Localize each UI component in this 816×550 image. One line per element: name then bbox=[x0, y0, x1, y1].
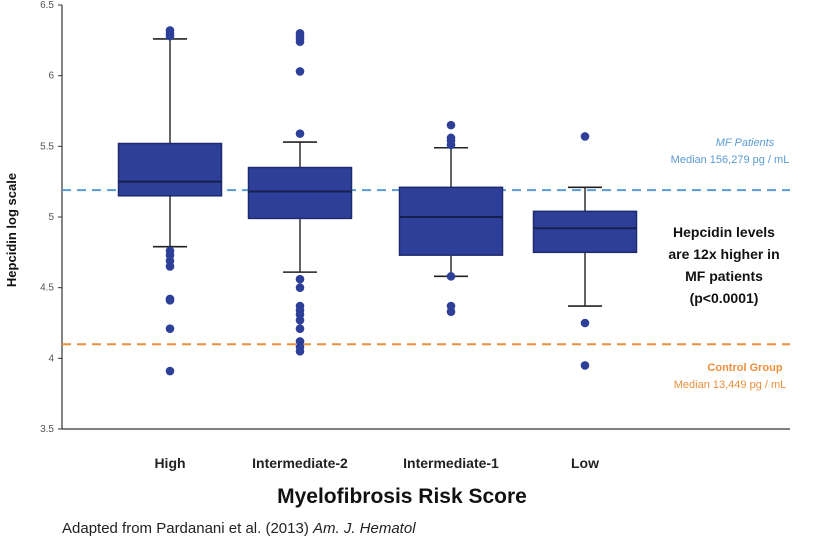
outlier-point bbox=[295, 346, 305, 356]
labels: High Intermediate-2 Intermediate-1 Low bbox=[154, 455, 599, 471]
outlier-point bbox=[295, 283, 305, 292]
annotation-line-2: are 12x higher in bbox=[668, 246, 779, 262]
outlier-point bbox=[295, 324, 305, 333]
outlier-point bbox=[165, 262, 175, 271]
outlier-point bbox=[580, 318, 590, 328]
y-tick-label: 6.5 bbox=[40, 0, 54, 11]
reference-label: Control Group bbox=[707, 362, 782, 374]
box-iqr bbox=[532, 210, 638, 254]
outlier-point bbox=[295, 274, 305, 284]
y-tick-label: 6 bbox=[48, 71, 54, 82]
annotation-line-1: Hepcidin levels bbox=[673, 224, 775, 240]
source-caption: Adapted from Pardanani et al. (2013) Am.… bbox=[62, 520, 416, 537]
annotation-line-4: (p<0.0001) bbox=[690, 290, 759, 306]
caption-journal: Am. J. Hematol bbox=[313, 520, 416, 537]
y-tick-label: 4 bbox=[48, 353, 54, 364]
reference-sublabel: Median 156,279 pg / mL bbox=[671, 154, 790, 166]
outlier-point bbox=[446, 120, 456, 130]
annotation-line-3: MF patients bbox=[685, 268, 763, 284]
outlier-point bbox=[446, 307, 456, 316]
box-iqr bbox=[247, 166, 353, 220]
hepcidin-box-plot: 3.5 4 4.5 5 5.5 6 6.5 MF Patients Median 156,27… bbox=[4, 0, 790, 508]
outlier-point bbox=[165, 324, 175, 333]
outlier-point bbox=[295, 37, 305, 47]
x-axis-title: Myelofibrosis Risk Score bbox=[277, 485, 527, 508]
outlier-point bbox=[295, 67, 305, 76]
outlier-point bbox=[165, 296, 175, 305]
outlier-point bbox=[580, 361, 590, 370]
category-label: Low bbox=[571, 455, 599, 471]
outlier-point bbox=[446, 272, 456, 281]
y-tick-label: 5 bbox=[48, 212, 54, 223]
y-tick-label: 5.5 bbox=[40, 141, 54, 152]
outlier-point bbox=[580, 132, 590, 141]
box-iqr bbox=[117, 142, 223, 197]
axes: 3.5 4 4.5 5 5.5 6 6.5 bbox=[40, 0, 790, 435]
outlier-point bbox=[295, 129, 305, 138]
box-iqr bbox=[398, 186, 504, 256]
y-tick-label: 3.5 bbox=[40, 424, 54, 435]
outlier-point bbox=[165, 366, 175, 376]
boxes bbox=[117, 26, 638, 376]
reference-sublabel: Median 13,449 pg / mL bbox=[674, 379, 787, 391]
category-label: High bbox=[154, 455, 185, 471]
reference-label: MF Patients bbox=[716, 137, 775, 149]
y-axis-title: Hepcidin log scale bbox=[4, 173, 19, 287]
outlier-point bbox=[295, 315, 305, 325]
category-label: Intermediate-2 bbox=[252, 455, 348, 471]
category-label: Intermediate-1 bbox=[403, 455, 499, 471]
y-tick-label: 4.5 bbox=[40, 283, 54, 294]
caption-text: Adapted from Pardanani et al. (2013) bbox=[62, 520, 313, 537]
outlier-point bbox=[446, 140, 456, 150]
outlier-point bbox=[165, 31, 175, 41]
